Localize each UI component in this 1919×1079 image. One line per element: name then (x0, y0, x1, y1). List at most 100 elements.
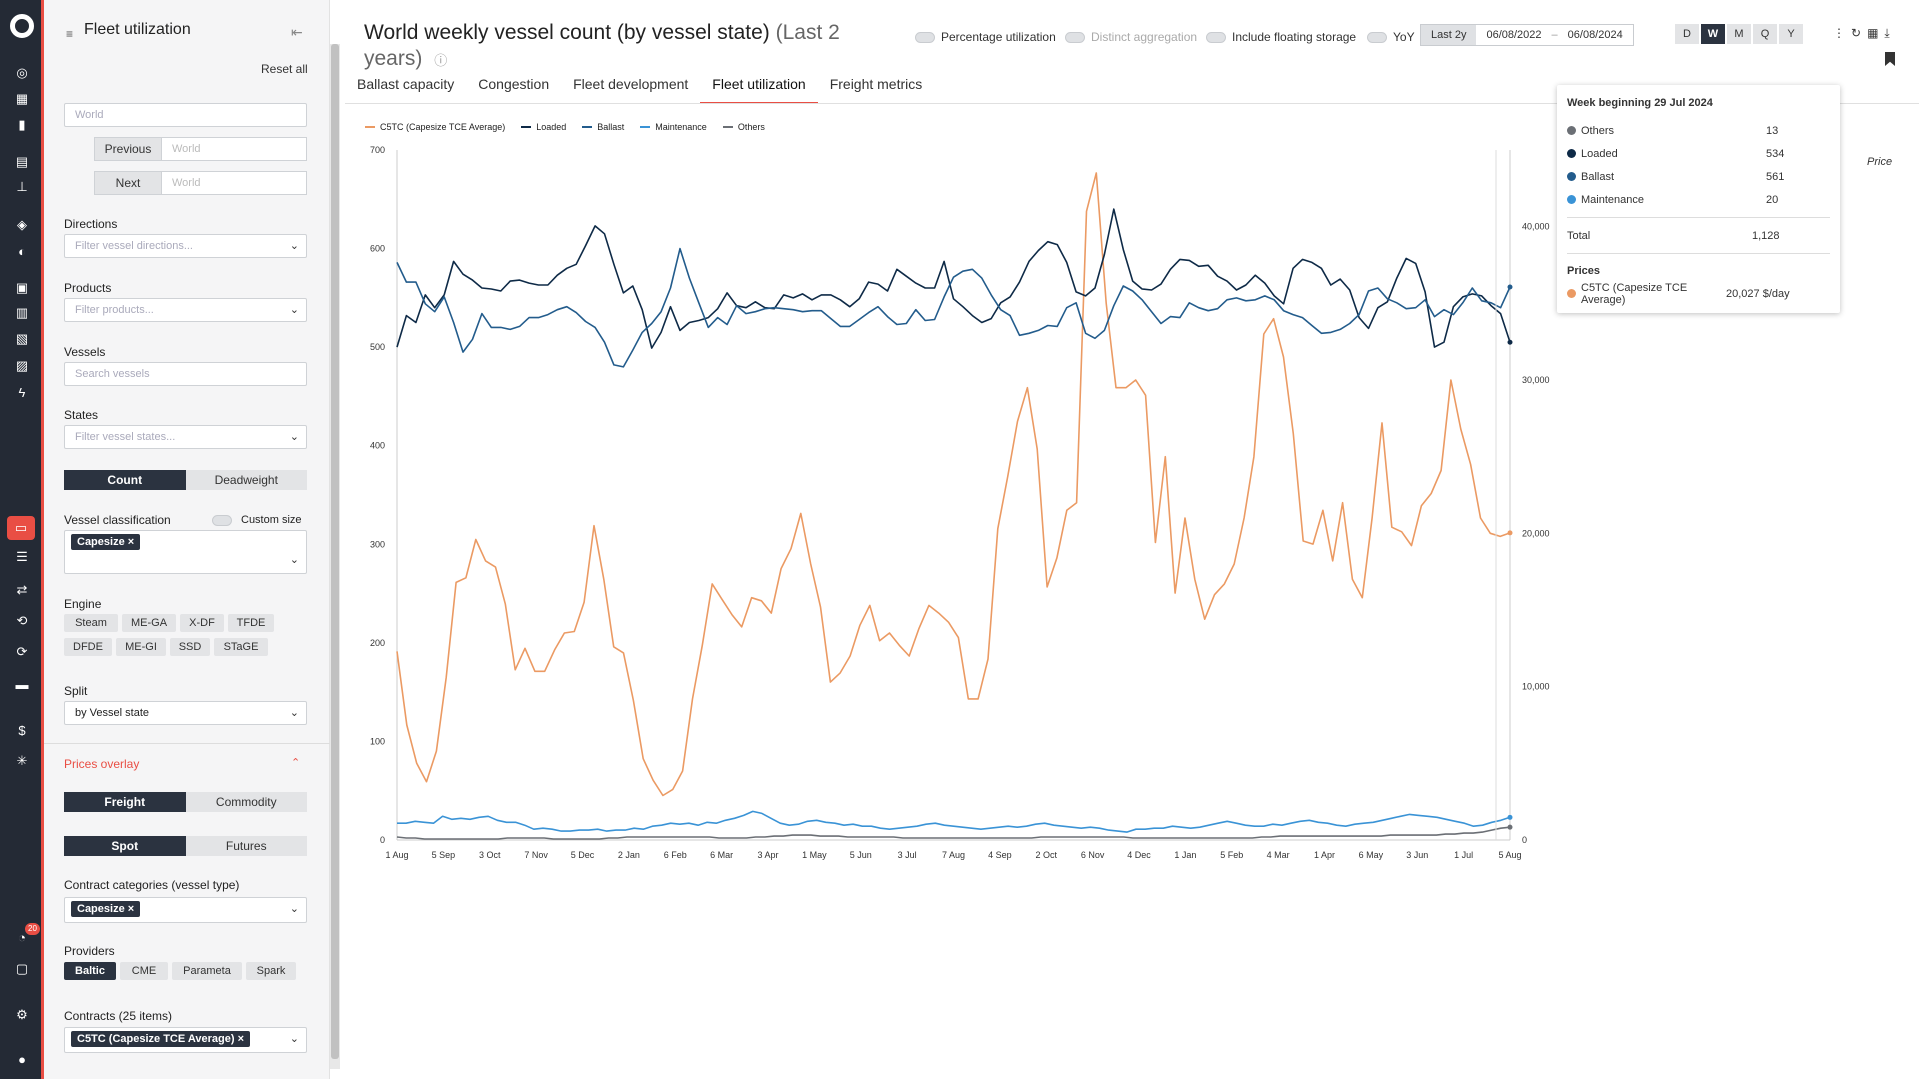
contract-categories-select[interactable]: Capesize × ⌄ (64, 897, 307, 923)
layout-icon[interactable]: ▦ (1867, 26, 1879, 40)
chevron-up-icon[interactable]: ⌃ (291, 757, 301, 769)
previous-button[interactable]: Previous (94, 137, 162, 161)
panel-scrollbar[interactable] (330, 44, 340, 1069)
directions-select[interactable]: Filter vessel directions... ⌄ (64, 234, 307, 258)
granularity-quarter[interactable]: Q (1753, 24, 1777, 44)
oil-icon[interactable]: ▥ (15, 305, 29, 320)
settings-user-icon[interactable]: ⚙ (16, 1007, 28, 1022)
engine-me-gi[interactable]: ME-GI (116, 638, 166, 656)
collapse-panel-icon[interactable]: ⇤ (291, 24, 303, 40)
count-button[interactable]: Count (64, 470, 186, 490)
date-from-input[interactable]: 06/08/2022 (1486, 29, 1542, 41)
report-icon[interactable]: ▤ (15, 154, 29, 169)
shield-icon[interactable]: ◈ (17, 217, 27, 232)
origin-input[interactable]: World (64, 103, 307, 127)
preset-button[interactable]: Last 2y (1421, 25, 1477, 45)
analytics-icon[interactable]: ⊥ (16, 179, 28, 194)
engine-tfde[interactable]: TFDE (228, 614, 274, 632)
vessel-icon[interactable]: ▭ (7, 516, 35, 540)
legend-item-maintenance[interactable]: Maintenance (640, 122, 707, 132)
globe-icon[interactable]: ◎ (16, 65, 28, 80)
legend-item-others[interactable]: Others (722, 122, 765, 132)
percentage-utilization-toggle[interactable]: Percentage utilization (915, 30, 1056, 44)
bookmark-icon[interactable]: ▮ (18, 117, 26, 132)
date-to-input[interactable]: 06/08/2024 (1567, 29, 1623, 41)
close-icon[interactable]: × (237, 1033, 245, 1045)
app-logo-icon[interactable] (10, 14, 34, 38)
engine-dfde[interactable]: DFDE (64, 638, 112, 656)
tab-fleet-utilization[interactable]: Fleet utilization (700, 76, 818, 104)
provider-baltic[interactable]: Baltic (64, 962, 116, 980)
tab-congestion[interactable]: Congestion (478, 76, 550, 92)
bookmark-icon[interactable] (1885, 52, 1895, 66)
download-icon[interactable]: ⤓ (1884, 26, 1890, 40)
toggle-switch[interactable] (1065, 31, 1085, 43)
dollar-icon[interactable]: $ (18, 722, 26, 738)
granularity-month[interactable]: M (1727, 24, 1751, 44)
deadweight-button[interactable]: Deadweight (185, 470, 307, 490)
next-button[interactable]: Next (94, 171, 162, 195)
granularity-week[interactable]: W (1701, 24, 1725, 44)
bar-chart-icon[interactable]: ▧ (15, 331, 29, 346)
previous-input[interactable]: World (162, 137, 307, 161)
refresh-icon[interactable]: ↻ (1851, 26, 1862, 40)
commodity-button[interactable]: Commodity (185, 792, 307, 812)
granularity-year[interactable]: Y (1779, 24, 1803, 44)
list-icon[interactable]: ☰ (16, 549, 28, 564)
reset-all-button[interactable]: Reset all (261, 62, 308, 76)
scrollbar-thumb[interactable] (331, 44, 339, 1059)
engine-ssd[interactable]: SSD (170, 638, 210, 656)
swap-icon[interactable]: ⇄ (16, 582, 28, 597)
engine-steam[interactable]: Steam (64, 614, 118, 632)
futures-button[interactable]: Futures (185, 836, 307, 856)
yoy-toggle[interactable]: YoY (1367, 30, 1415, 44)
legend-item-loaded[interactable]: Loaded (521, 122, 566, 132)
provider-spark[interactable]: Spark (246, 962, 296, 980)
freight-button[interactable]: Freight (64, 792, 186, 812)
more-options-icon[interactable]: ⋮ (1833, 26, 1845, 40)
chat-icon[interactable]: ▢ (15, 961, 29, 976)
info-icon[interactable]: ⓘ (434, 53, 448, 68)
toggle-switch[interactable] (915, 31, 935, 43)
contracts-select[interactable]: C5TC (Capesize TCE Average) × ⌄ (64, 1027, 307, 1053)
engine-me-ga[interactable]: ME-GA (122, 614, 176, 632)
spot-button[interactable]: Spot (64, 836, 186, 856)
close-icon[interactable]: × (127, 536, 135, 548)
close-icon[interactable]: × (127, 903, 135, 915)
provider-cme[interactable]: CME (120, 962, 168, 980)
engine-stage[interactable]: STaGE (214, 638, 268, 656)
legend-item-c5tc[interactable]: C5TC (Capesize TCE Average) (365, 122, 505, 132)
prices-overlay-label[interactable]: Prices overlay (64, 757, 140, 771)
vessel-count-chart: 0 100 200 300 400 500 600 700 0 10,000 20,000 30,00… (370, 145, 1550, 860)
network-icon[interactable]: ✳ (16, 753, 28, 768)
toggle-switch[interactable] (1367, 31, 1387, 43)
tab-freight-metrics[interactable]: Freight metrics (829, 76, 923, 92)
states-select[interactable]: Filter vessel states... ⌄ (64, 425, 307, 449)
granularity-day[interactable]: D (1675, 24, 1699, 44)
repeat-icon[interactable]: ⟲ (16, 613, 28, 628)
classification-select[interactable]: Capesize × ⌄ (64, 530, 307, 574)
floating-storage-toggle[interactable]: Include floating storage (1206, 30, 1356, 44)
custom-size-toggle[interactable] (212, 515, 232, 526)
products-select[interactable]: Filter products... ⌄ (64, 298, 307, 322)
engine-x-df[interactable]: X-DF (180, 614, 224, 632)
vessels-search[interactable]: Search vessels (64, 362, 307, 386)
ship-icon[interactable]: ▬ (15, 676, 29, 692)
provider-parameta[interactable]: Parameta (172, 962, 242, 980)
leaf-icon[interactable]: ◐ (18, 243, 26, 259)
chart-legend: C5TC (Capesize TCE Average) Loaded Balla… (365, 122, 765, 132)
power-icon[interactable]: ϟ (18, 384, 26, 400)
dashboard-icon[interactable]: ▦ (15, 91, 29, 106)
split-select[interactable]: by Vessel state ⌄ (64, 701, 307, 725)
next-input[interactable]: World (162, 171, 307, 195)
tab-fleet-development[interactable]: Fleet development (573, 76, 689, 92)
toggle-switch[interactable] (1206, 31, 1226, 43)
distinct-aggregation-toggle[interactable]: Distinct aggregation (1065, 30, 1197, 44)
legend-item-ballast[interactable]: Ballast (582, 122, 624, 132)
lng-icon[interactable]: ▨ (15, 358, 29, 373)
bell-icon[interactable]: ◔ (18, 929, 26, 945)
search-doc-icon[interactable]: ▣ (15, 280, 29, 295)
repeat-alt-icon[interactable]: ⟳ (16, 644, 28, 659)
tab-ballast-capacity[interactable]: Ballast capacity (357, 76, 455, 92)
user-icon[interactable]: ● (18, 1051, 26, 1067)
